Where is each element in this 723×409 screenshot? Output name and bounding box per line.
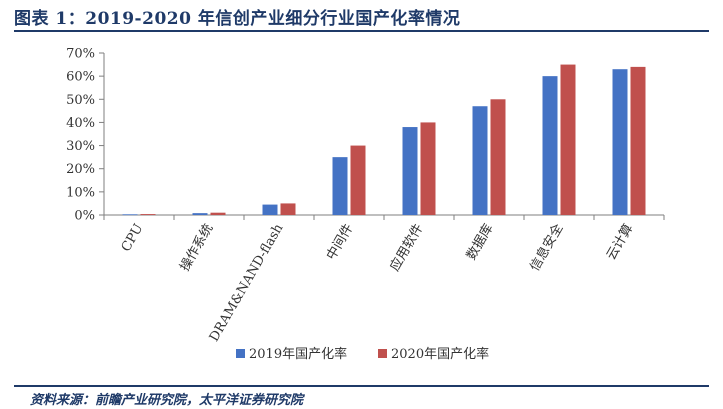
y-tick-label: 70% xyxy=(66,47,95,62)
bar-2020 xyxy=(280,203,296,215)
bar-2020 xyxy=(420,122,436,215)
legend-label-2019: 2019年国产化率 xyxy=(249,346,347,362)
y-tick-label: 60% xyxy=(66,70,95,85)
legend-swatch-2020 xyxy=(378,349,387,358)
bar-2020 xyxy=(630,66,646,215)
x-category-label: 应用软件 xyxy=(387,221,427,274)
x-category-label: 操作系统 xyxy=(177,221,217,274)
legend-label-2020: 2020年国产化率 xyxy=(391,346,489,362)
bar-2019 xyxy=(192,213,208,215)
source-note: 资料来源：前瞻产业研究院，太平洋证券研究院 xyxy=(30,393,304,408)
bar-2019 xyxy=(542,76,558,216)
x-category-label: 信息安全 xyxy=(527,221,567,274)
bar-2020 xyxy=(350,145,366,215)
y-tick-label: 10% xyxy=(66,185,95,200)
source-divider xyxy=(14,385,709,387)
bar-2019 xyxy=(262,204,278,215)
x-category-label: 云计算 xyxy=(604,222,636,263)
bar-2020 xyxy=(560,64,576,215)
chart-title: 图表 1：2019-2020 年信创产业细分行业国产化率情况 xyxy=(14,9,461,29)
bar-2020 xyxy=(490,99,506,215)
y-tick-label: 20% xyxy=(66,162,95,177)
bar-2020 xyxy=(140,214,156,215)
x-category-label: DRAM&NAND-flash xyxy=(207,221,287,344)
x-category-label: 中间件 xyxy=(324,222,356,263)
bar-2019 xyxy=(402,127,418,215)
bar-2019 xyxy=(612,69,628,215)
x-category-label: CPU xyxy=(119,221,147,254)
legend-swatch-2019 xyxy=(236,349,245,358)
x-category-label: 数据库 xyxy=(463,221,496,263)
bar-2019 xyxy=(332,157,348,215)
y-tick-label: 50% xyxy=(66,93,95,108)
title-divider xyxy=(14,30,709,32)
y-tick-label: 40% xyxy=(66,116,95,131)
bar-2020 xyxy=(210,212,226,215)
y-tick-label: 30% xyxy=(66,139,95,154)
y-tick-label: 0% xyxy=(74,209,95,224)
bar-2019 xyxy=(122,214,138,216)
bar-2019 xyxy=(472,106,488,215)
